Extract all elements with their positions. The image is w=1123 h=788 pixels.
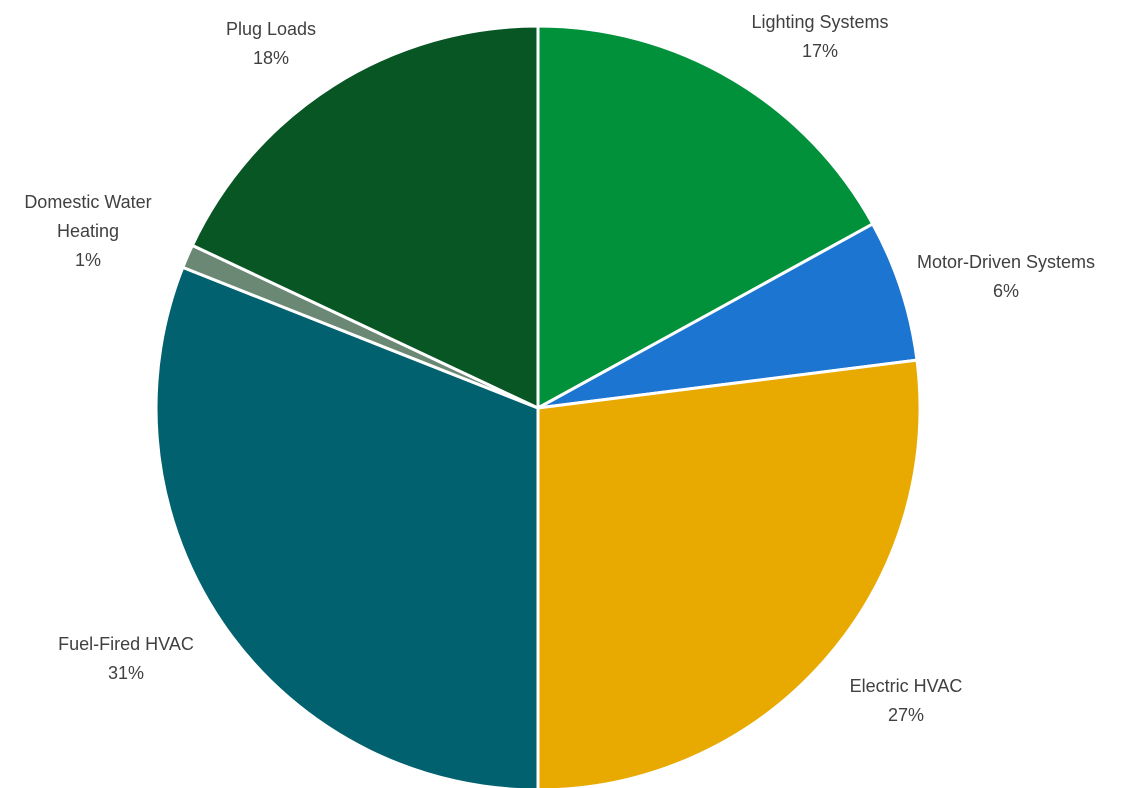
slice-label-value: 18% [253,48,289,68]
pie-slice-lighting-systems [536,24,875,410]
pie-slice-fuel-fired-hvac [154,265,540,788]
slice-label-name-line: Heating [57,221,119,241]
slice-label-value: 27% [888,705,924,725]
pie-slices [154,24,922,788]
slice-label-value: 17% [802,41,838,61]
pie-slice-plug-loads [190,24,540,410]
slice-label-name-line: Lighting Systems [751,12,888,32]
slice-label-domestic-water-heating: Domestic Water Heating 1% [24,192,151,270]
slice-label-name-line: Electric HVAC [850,676,963,696]
slice-label-value: 1% [75,250,101,270]
slice-labels: Lighting Systems 17% Motor-Driven Systems 6… [24,12,1095,725]
slice-label-electric-hvac: Electric HVAC 27% [850,676,963,725]
slice-label-name-line: Plug Loads [226,19,316,39]
slice-label-lighting-systems: Lighting Systems 17% [751,12,888,61]
pie-slice-electric-hvac [536,358,922,788]
slice-label-plug-loads: Plug Loads 18% [226,19,316,68]
pie-slice-motor-driven-systems [536,222,919,410]
slice-label-name-line: Motor-Driven Systems [917,252,1095,272]
slice-label-value: 31% [108,663,144,683]
slice-label-name-line: Domestic Water [24,192,151,212]
slice-label-fuel-fired-hvac: Fuel-Fired HVAC 31% [58,634,194,683]
slice-label-name-line: Fuel-Fired HVAC [58,634,194,654]
slice-label-motor-driven-systems: Motor-Driven Systems 6% [917,252,1095,301]
slice-label-value: 6% [993,281,1019,301]
